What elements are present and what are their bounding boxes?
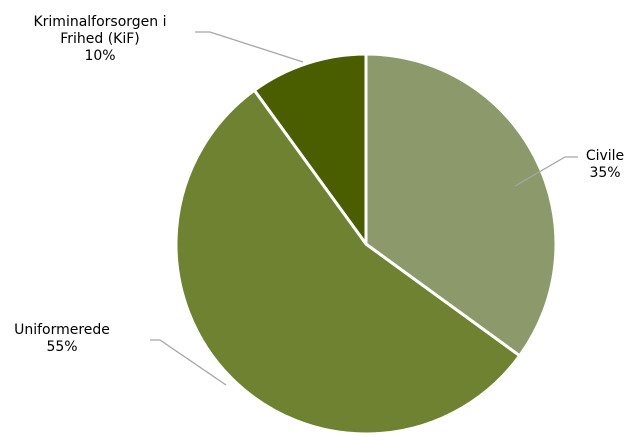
slice-label: Uniformerede 55%: [2, 322, 122, 356]
slice-label: Kriminalforsorgen i Frihed (KiF) 10%: [10, 14, 190, 65]
label-name: Uniformerede: [14, 322, 110, 338]
pie-slice: [174, 88, 522, 436]
leader-line: [514, 156, 578, 187]
slice-label: Civile 35%: [575, 148, 635, 182]
pie-slice: [252, 52, 368, 246]
leader-line: [150, 339, 227, 386]
label-value: 55%: [46, 339, 78, 355]
leader-line: [195, 31, 304, 63]
label-value: 35%: [589, 165, 621, 181]
label-value: 10%: [84, 48, 116, 64]
label-name: Civile: [585, 148, 625, 164]
label-name: Kriminalforsorgen i Frihed (KiF): [33, 14, 167, 47]
pie-slice: [364, 52, 558, 358]
